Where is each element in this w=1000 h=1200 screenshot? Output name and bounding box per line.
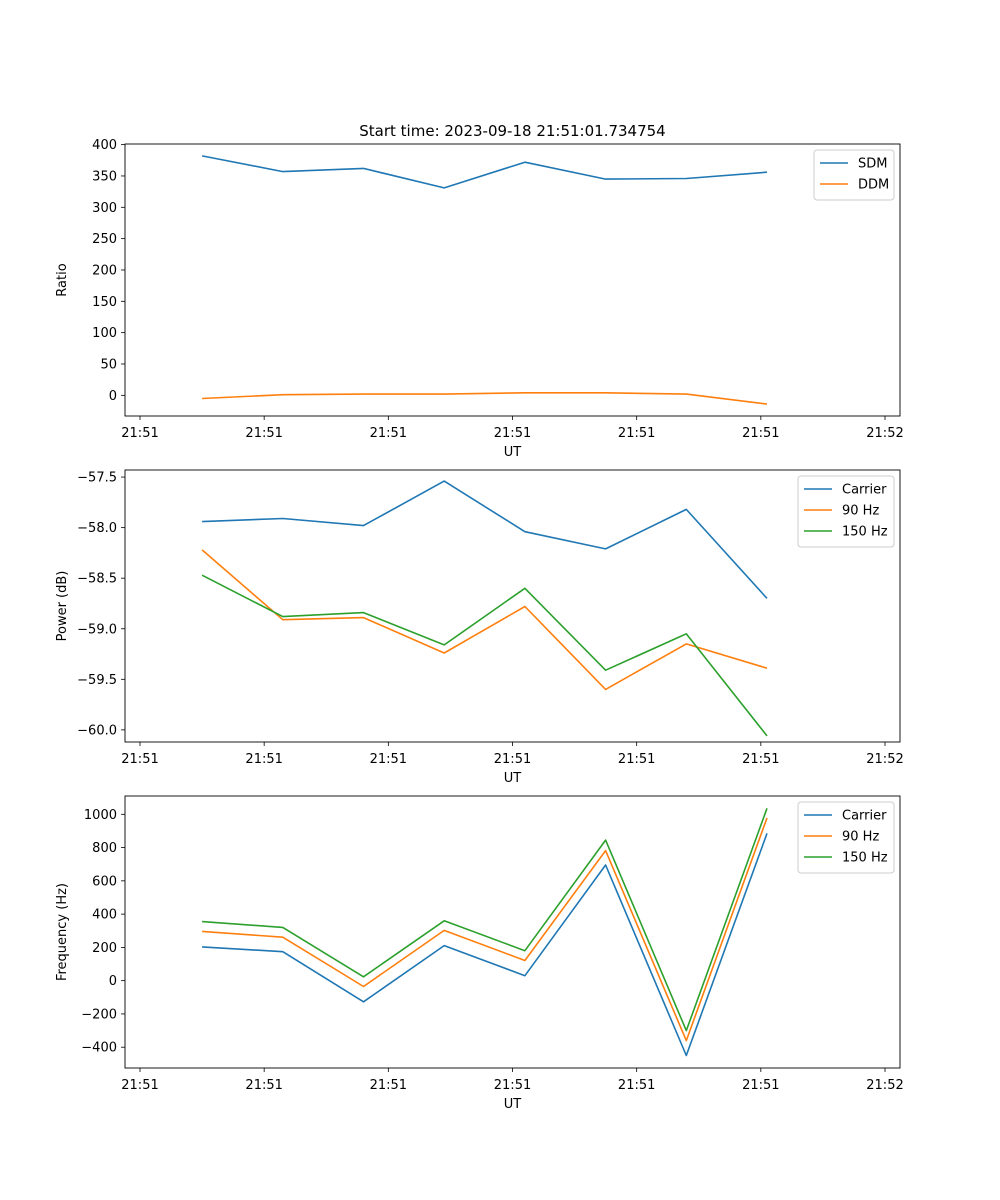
series-line-90-hz bbox=[201, 549, 768, 691]
legend-label: 150 Hz bbox=[842, 851, 888, 866]
plot-area-frame bbox=[124, 143, 901, 417]
y-tick-label: 350 bbox=[92, 169, 117, 184]
legend-label: 150 Hz bbox=[842, 525, 888, 540]
y-tick-label: −57.5 bbox=[77, 471, 117, 486]
x-tick-label: 21:51 bbox=[618, 426, 655, 441]
x-tick-label: 21:51 bbox=[370, 1078, 407, 1093]
y-tick-label: −59.5 bbox=[77, 673, 117, 688]
x-tick-label: 21:51 bbox=[370, 426, 407, 441]
y-tick-label: 250 bbox=[92, 232, 117, 247]
y-tick-label: 50 bbox=[100, 357, 117, 372]
legend-box bbox=[797, 801, 895, 874]
series-line-150-hz bbox=[202, 808, 768, 1032]
y-tick-label: 600 bbox=[92, 874, 117, 889]
series-line-sdm bbox=[201, 155, 768, 189]
legend: Carrier 90 Hz 150 Hz bbox=[797, 801, 895, 874]
x-tick-label: 21:51 bbox=[742, 752, 779, 767]
y-tick-label: 100 bbox=[92, 326, 117, 341]
x-tick-label: 21:51 bbox=[494, 426, 531, 441]
series-line-carrier bbox=[202, 833, 768, 1057]
y-tick-label: 300 bbox=[92, 201, 117, 216]
x-tick-label: 21:51 bbox=[742, 426, 779, 441]
x-tick-label: 21:51 bbox=[245, 752, 282, 767]
series-line-ddm bbox=[202, 391, 768, 405]
plot-area-frame bbox=[124, 469, 901, 743]
legend-label: 90 Hz bbox=[842, 504, 879, 519]
y-tick-label: −60.0 bbox=[77, 723, 117, 738]
x-tick-label: 21:51 bbox=[494, 1078, 531, 1093]
legend-label: SDM bbox=[858, 157, 887, 172]
legend-label: 90 Hz bbox=[842, 830, 879, 845]
y-tick-label: −58.0 bbox=[77, 521, 117, 536]
subplot-2: 21:51 21:51 21:51 21:51 21:51 21:51 21:52 −60.0… bbox=[55, 469, 904, 786]
y-tick-label: −200 bbox=[81, 1007, 117, 1022]
x-axis-label: UT bbox=[504, 445, 522, 460]
y-tick-label: −400 bbox=[81, 1041, 117, 1056]
y-axis-label: Frequency (Hz) bbox=[55, 883, 70, 981]
legend-label: Carrier bbox=[842, 483, 887, 498]
y-axis-label: Power (dB) bbox=[55, 571, 70, 642]
legend: Carrier 90 Hz 150 Hz bbox=[797, 475, 895, 548]
x-axis-label: UT bbox=[504, 771, 522, 786]
y-tick-label: 800 bbox=[92, 841, 117, 856]
subplot-3: 21:51 21:51 21:51 21:51 21:51 21:51 21:52 −400 −… bbox=[55, 795, 904, 1112]
x-tick-label: 21:51 bbox=[494, 752, 531, 767]
x-tick-label: 21:51 bbox=[121, 752, 158, 767]
y-tick-label: 0 bbox=[109, 389, 117, 404]
series-line-90-hz bbox=[202, 817, 768, 1042]
figure-title: Start time: 2023-09-18 21:51:01.734754 bbox=[359, 122, 665, 140]
x-tick-label: 21:51 bbox=[618, 752, 655, 767]
y-tick-label: 1000 bbox=[84, 808, 117, 823]
x-tick-label: 21:51 bbox=[245, 426, 282, 441]
x-tick-label: 21:51 bbox=[370, 752, 407, 767]
x-tick-label: 21:51 bbox=[742, 1078, 779, 1093]
x-tick-label: 21:52 bbox=[866, 1078, 903, 1093]
x-tick-label: 21:51 bbox=[121, 1078, 158, 1093]
y-axis-label: Ratio bbox=[55, 263, 70, 296]
subplots: 21:51 21:51 21:51 21:51 21:51 21:51 21:52 0 50 10… bbox=[55, 138, 904, 1112]
series-line-150-hz bbox=[201, 574, 768, 737]
legend: SDM DDM bbox=[813, 149, 895, 201]
x-tick-label: 21:52 bbox=[866, 752, 903, 767]
y-tick-label: 200 bbox=[92, 263, 117, 278]
legend-box bbox=[797, 475, 895, 548]
y-tick-label: 400 bbox=[92, 138, 117, 153]
y-tick-label: 0 bbox=[109, 974, 117, 989]
y-tick-label: −58.5 bbox=[77, 572, 117, 587]
y-tick-label: 200 bbox=[92, 941, 117, 956]
subplot-1: 21:51 21:51 21:51 21:51 21:51 21:51 21:52 0 50 10… bbox=[55, 138, 904, 460]
y-tick-label: 400 bbox=[92, 908, 117, 923]
x-tick-label: 21:51 bbox=[618, 1078, 655, 1093]
plot-area-frame bbox=[124, 795, 901, 1069]
x-axis-label: UT bbox=[504, 1097, 522, 1112]
legend-label: DDM bbox=[858, 178, 889, 193]
series-line-carrier bbox=[202, 480, 768, 599]
x-tick-label: 21:52 bbox=[866, 426, 903, 441]
x-tick-label: 21:51 bbox=[245, 1078, 282, 1093]
y-tick-label: −59.0 bbox=[77, 622, 117, 637]
legend-label: Carrier bbox=[842, 809, 887, 824]
x-tick-label: 21:51 bbox=[121, 426, 158, 441]
y-tick-label: 150 bbox=[92, 295, 117, 310]
